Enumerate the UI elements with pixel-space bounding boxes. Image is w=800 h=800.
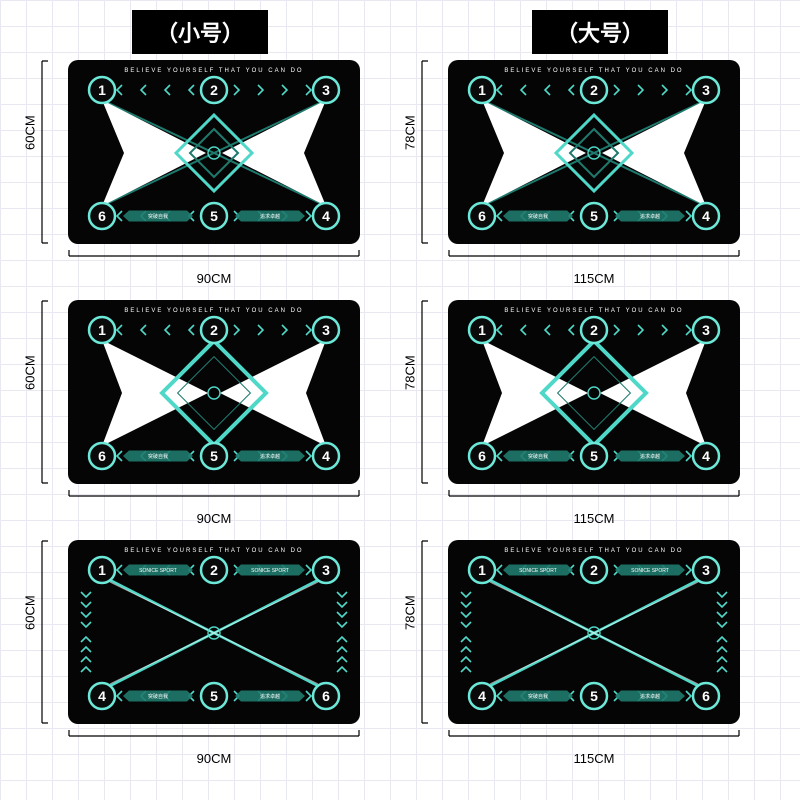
dim-v-label: 78CM xyxy=(403,355,418,390)
dim-horizontal: 115CM xyxy=(448,488,740,526)
svg-text:2: 2 xyxy=(210,562,218,578)
svg-text:6: 6 xyxy=(702,688,710,704)
dim-h-label: 90CM xyxy=(68,511,360,526)
svg-text:5: 5 xyxy=(210,208,218,224)
svg-text:BELIEVE YOURSELF THAT YOU CAN: BELIEVE YOURSELF THAT YOU CAN DO xyxy=(504,68,683,74)
svg-text:3: 3 xyxy=(322,322,330,338)
svg-text:3: 3 xyxy=(702,82,710,98)
svg-text:BELIEVE YOURSELF THAT YOU CAN: BELIEVE YOURSELF THAT YOU CAN DO xyxy=(124,68,303,74)
dim-horizontal: 115CM xyxy=(448,248,740,286)
dim-horizontal: 115CM xyxy=(448,728,740,766)
svg-text:6: 6 xyxy=(478,448,486,464)
dim-vertical: 78CM xyxy=(416,60,438,240)
mat-cell-large-3: 78CM BELIEVE YOURSELF THAT YOU CAN DO 1 … xyxy=(420,540,780,780)
svg-text:SONICE SPORT: SONICE SPORT xyxy=(251,568,289,574)
dim-h-label: 115CM xyxy=(448,271,740,286)
svg-text:4: 4 xyxy=(98,688,106,704)
svg-text:2: 2 xyxy=(590,82,598,98)
dim-v-label: 60CM xyxy=(23,355,38,390)
dim-h-label: 115CM xyxy=(448,751,740,766)
svg-text:5: 5 xyxy=(590,688,598,704)
dim-horizontal: 90CM xyxy=(68,728,360,766)
svg-text:BELIEVE YOURSELF THAT YOU CAN: BELIEVE YOURSELF THAT YOU CAN DO xyxy=(504,548,683,554)
dim-h-label: 115CM xyxy=(448,511,740,526)
svg-text:突破自我: 突破自我 xyxy=(148,693,168,700)
svg-text:6: 6 xyxy=(478,208,486,224)
svg-text:追求卓越: 追求卓越 xyxy=(260,693,280,700)
svg-text:追求卓越: 追求卓越 xyxy=(640,453,660,460)
mat-cell-small-1: 60CM BELIEVE YOURSELF THAT YOU CAN DO 1 … xyxy=(40,60,400,300)
svg-text:5: 5 xyxy=(590,448,598,464)
svg-text:2: 2 xyxy=(210,82,218,98)
dim-horizontal: 90CM xyxy=(68,248,360,286)
svg-text:5: 5 xyxy=(210,448,218,464)
dim-v-label: 78CM xyxy=(403,595,418,630)
svg-text:1: 1 xyxy=(98,82,106,98)
mat-cell-small-3: 60CM BELIEVE YOURSELF THAT YOU CAN DO 1 … xyxy=(40,540,400,780)
svg-text:4: 4 xyxy=(702,208,710,224)
svg-text:4: 4 xyxy=(702,448,710,464)
dim-vertical: 60CM xyxy=(36,300,58,480)
svg-text:4: 4 xyxy=(478,688,486,704)
training-mat: BELIEVE YOURSELF THAT YOU CAN DO 1 2 3 4… xyxy=(68,540,360,724)
svg-text:突破自我: 突破自我 xyxy=(528,693,548,700)
column-large: 78CM BELIEVE YOURSELF THAT YOU CAN DO 1 … xyxy=(420,60,780,780)
dim-vertical: 60CM xyxy=(36,540,58,720)
header-small: （小号） xyxy=(132,10,268,54)
dim-v-label: 78CM xyxy=(403,115,418,150)
svg-text:BELIEVE YOURSELF THAT YOU CAN: BELIEVE YOURSELF THAT YOU CAN DO xyxy=(504,308,683,314)
dim-horizontal: 90CM xyxy=(68,488,360,526)
training-mat: BELIEVE YOURSELF THAT YOU CAN DO 1 2 3 6… xyxy=(68,60,360,244)
mat-cell-large-2: 78CM BELIEVE YOURSELF THAT YOU CAN DO 1 … xyxy=(420,300,780,540)
training-mat: BELIEVE YOURSELF THAT YOU CAN DO 1 2 3 6… xyxy=(448,60,740,244)
header-large: （大号） xyxy=(532,10,668,54)
svg-text:追求卓越: 追求卓越 xyxy=(640,213,660,220)
dim-v-label: 60CM xyxy=(23,595,38,630)
svg-text:5: 5 xyxy=(590,208,598,224)
svg-text:SONICE SPORT: SONICE SPORT xyxy=(139,568,177,574)
svg-text:1: 1 xyxy=(478,82,486,98)
svg-text:突破自我: 突破自我 xyxy=(148,213,168,220)
training-mat: BELIEVE YOURSELF THAT YOU CAN DO 1 2 3 6… xyxy=(448,300,740,484)
dim-vertical: 78CM xyxy=(416,300,438,480)
training-mat: BELIEVE YOURSELF THAT YOU CAN DO 1 2 3 6… xyxy=(68,300,360,484)
svg-text:追求卓越: 追求卓越 xyxy=(640,693,660,700)
svg-text:3: 3 xyxy=(322,82,330,98)
svg-text:5: 5 xyxy=(210,688,218,704)
svg-text:2: 2 xyxy=(590,562,598,578)
svg-text:6: 6 xyxy=(98,448,106,464)
dim-vertical: 60CM xyxy=(36,60,58,240)
dim-v-label: 60CM xyxy=(23,115,38,150)
svg-text:3: 3 xyxy=(702,322,710,338)
dim-vertical: 78CM xyxy=(416,540,438,720)
svg-text:1: 1 xyxy=(98,322,106,338)
svg-text:4: 4 xyxy=(322,208,330,224)
dim-h-label: 90CM xyxy=(68,271,360,286)
svg-text:突破自我: 突破自我 xyxy=(528,213,548,220)
dim-h-label: 90CM xyxy=(68,751,360,766)
training-mat: BELIEVE YOURSELF THAT YOU CAN DO 1 2 3 4… xyxy=(448,540,740,724)
svg-text:6: 6 xyxy=(98,208,106,224)
svg-text:SONICE SPORT: SONICE SPORT xyxy=(519,568,557,574)
svg-text:3: 3 xyxy=(322,562,330,578)
svg-text:4: 4 xyxy=(322,448,330,464)
svg-text:SONICE SPORT: SONICE SPORT xyxy=(631,568,669,574)
svg-text:突破自我: 突破自我 xyxy=(148,453,168,460)
svg-text:BELIEVE YOURSELF THAT YOU CAN: BELIEVE YOURSELF THAT YOU CAN DO xyxy=(124,308,303,314)
mat-cell-large-1: 78CM BELIEVE YOURSELF THAT YOU CAN DO 1 … xyxy=(420,60,780,300)
svg-text:2: 2 xyxy=(590,322,598,338)
svg-text:2: 2 xyxy=(210,322,218,338)
svg-text:1: 1 xyxy=(98,562,106,578)
svg-text:BELIEVE YOURSELF THAT YOU CAN: BELIEVE YOURSELF THAT YOU CAN DO xyxy=(124,548,303,554)
mat-cell-small-2: 60CM BELIEVE YOURSELF THAT YOU CAN DO 1 … xyxy=(40,300,400,540)
svg-text:追求卓越: 追求卓越 xyxy=(260,213,280,220)
svg-text:1: 1 xyxy=(478,562,486,578)
svg-text:3: 3 xyxy=(702,562,710,578)
svg-text:1: 1 xyxy=(478,322,486,338)
svg-text:追求卓越: 追求卓越 xyxy=(260,453,280,460)
svg-text:6: 6 xyxy=(322,688,330,704)
column-small: 60CM BELIEVE YOURSELF THAT YOU CAN DO 1 … xyxy=(40,60,400,780)
svg-text:突破自我: 突破自我 xyxy=(528,453,548,460)
